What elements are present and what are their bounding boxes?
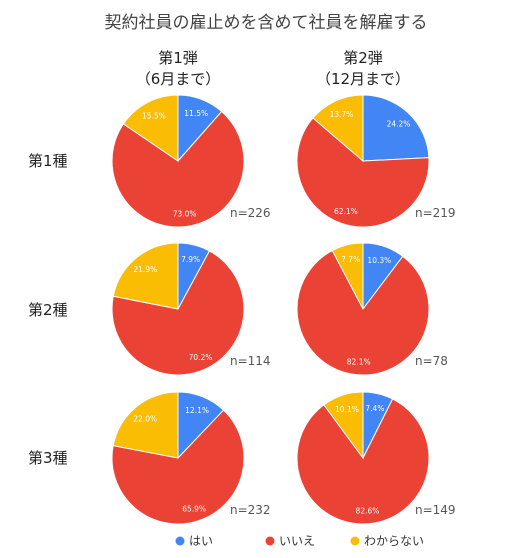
slice-label-no: 70.2% [189, 353, 213, 362]
slice-label-yes: 24.2% [387, 120, 411, 129]
pie-slice-no [111, 409, 245, 525]
pies-layer: 11.5% 73.0% 15.5% n=226 24.2% 62.1% 13.7% n=219… [111, 94, 456, 525]
column-header-1-line1: 第1弾 [158, 49, 198, 67]
slice-label-unknown: 13.7% [330, 110, 354, 119]
sample-size-label: n=114 [230, 354, 271, 368]
pie-r2-c2: 10.3% 82.1% 7.7% n=78 [296, 242, 448, 376]
slice-label-no: 82.1% [347, 358, 371, 367]
pie-slice-no [296, 398, 430, 525]
slice-label-no: 73.0% [173, 209, 197, 218]
slice-label-yes: 7.4% [365, 404, 384, 413]
pie-slice-unknown [112, 391, 179, 459]
pie-r1-c2: 24.2% 62.1% 13.7% n=219 [296, 94, 456, 228]
slice-label-unknown: 10.1% [335, 405, 359, 414]
slice-label-yes: 11.5% [184, 109, 208, 118]
pie-slice-unknown [312, 94, 364, 163]
slice-label-unknown: 15.5% [142, 112, 166, 121]
slice-label-yes: 12.1% [185, 406, 209, 415]
chart-title: 契約社員の雇止めを含めて社員を解雇する [105, 13, 428, 33]
sample-size-label: n=226 [230, 206, 271, 220]
slice-label-yes: 7.9% [181, 255, 200, 264]
row-label-3: 第3種 [28, 449, 68, 467]
legend-swatch [350, 536, 360, 546]
slice-label-unknown: 21.9% [133, 265, 157, 274]
pie-r3-c1: 12.1% 65.9% 22.0% n=232 [111, 391, 271, 525]
column-header-2-line1: 第2弾 [343, 49, 383, 67]
pie-slice-no [296, 117, 430, 228]
pie-slice-no [296, 249, 430, 376]
sample-size-label: n=219 [415, 206, 456, 220]
sample-size-label: n=149 [415, 503, 456, 517]
legend-item-unknown: わからない [350, 534, 424, 548]
slice-label-unknown: 7.7% [341, 255, 360, 264]
slice-label-unknown: 22.0% [133, 414, 157, 423]
sample-size-label: n=78 [415, 354, 448, 368]
legend-label: いいえ [279, 534, 315, 548]
slice-label-no: 82.6% [356, 507, 380, 516]
row-label-1: 第1種 [28, 152, 68, 170]
slice-label-yes: 10.3% [367, 256, 391, 265]
legend-label: はい [189, 534, 213, 548]
legend-label: わからない [364, 534, 424, 548]
legend-swatch [265, 536, 275, 546]
pie-r2-c1: 7.9% 70.2% 21.9% n=114 [111, 242, 271, 376]
pie-slice-unknown [112, 242, 179, 310]
row-label-2: 第2種 [28, 301, 68, 319]
pie-r1-c1: 11.5% 73.0% 15.5% n=226 [111, 94, 271, 228]
pie-r3-c2: 7.4% 82.6% 10.1% n=149 [296, 391, 456, 525]
pie-slice-no [111, 110, 245, 228]
sample-size-label: n=232 [230, 503, 271, 517]
pie-slice-unknown [122, 94, 179, 162]
slice-label-no: 65.9% [182, 504, 206, 513]
pie-slice-unknown [331, 242, 364, 310]
pie-slice-unknown [323, 391, 364, 460]
legend-swatch [175, 536, 185, 546]
legend-item-no: いいえ [265, 534, 315, 548]
slice-label-no: 62.1% [334, 207, 358, 216]
column-header-1-line2: （6月まで） [136, 70, 221, 88]
legend-item-yes: はい [175, 534, 213, 548]
column-header-2-line2: （12月まで） [316, 70, 410, 88]
legend: はい いいえ わからない [175, 534, 424, 548]
pie-slice-yes [362, 94, 430, 162]
pie-slice-no [111, 250, 245, 376]
